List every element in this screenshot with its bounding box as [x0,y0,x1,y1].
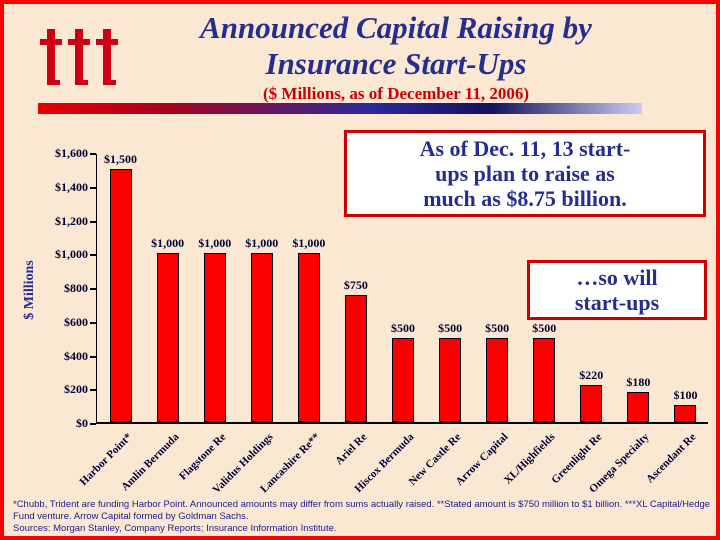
page-title-line-2: Insurance Start-Ups [265,46,527,81]
footnotes: *Chubb, Trident are funding Harbor Point… [13,499,716,535]
bar [250,253,273,422]
y-tick-label: $1,600 [55,146,88,160]
y-tick-mark [90,423,96,425]
callout-main: As of Dec. 11, 13 start- ups plan to rai… [344,130,706,218]
bar-value-label: $100 [673,388,698,402]
y-tick-mark [90,220,96,223]
bar-value-label: $1,000 [245,236,279,250]
page-title-line-1: Announced Capital Raising by [200,10,592,45]
bar [439,338,462,422]
bar-value-label: $1,000 [151,236,185,250]
y-tick-label: $200 [64,382,88,397]
bar-value-label: $500 [485,321,510,335]
bar-value-label: $500 [391,321,415,335]
gradient-divider [38,103,642,114]
y-tick-mark [90,153,96,155]
bar-value-label: $220 [579,368,604,382]
y-tick-mark [90,355,96,358]
plot-area: $1,500 $1,000 $1,000 $1,000 $1,000 $750 $500 $5… [96,152,708,424]
bar [109,169,132,422]
callout-secondary: …so will start-ups [527,260,707,321]
y-tick-label: $1,000 [55,247,88,262]
footnote-notes: *Chubb, Trident are funding Harbor Point… [13,499,711,522]
bar-value-label: $750 [343,278,368,292]
bar [203,253,226,422]
y-tick-label: $1,200 [55,213,88,228]
slide-header: Announced Capital Raising by Insurance S… [122,10,670,103]
bar-value-label: $1,500 [104,152,138,166]
iii-logo [40,29,118,85]
bar [533,338,556,422]
y-tick-mark [90,254,96,257]
bar-value-label: $1,000 [198,236,232,250]
y-tick-mark [90,288,96,290]
bar [156,253,179,422]
bar-value-label: $1,000 [292,236,326,250]
y-tick-mark [90,389,96,392]
y-tick-label: $0 [76,416,88,430]
y-tick-label: $400 [64,348,88,363]
page-subtitle: ($ Millions, as of December 11, 2006) [263,84,529,103]
bar [486,338,509,422]
footnote-sources: Sources: Morgan Stanley, Company Reports… [13,522,337,534]
bar [674,405,697,422]
bar [627,392,650,422]
y-tick-mark [90,186,96,189]
bar-value-label: $180 [626,375,651,389]
bar-value-label: $500 [532,321,557,335]
y-tick-mark [90,321,96,324]
bar-value-label: $500 [438,321,463,335]
y-tick-label: $600 [64,314,88,329]
bar [392,338,414,422]
bar [297,253,320,422]
y-tick-label: $800 [64,281,88,295]
bar [344,295,367,422]
y-tick-label: $1,400 [55,179,88,194]
bar [580,385,603,422]
